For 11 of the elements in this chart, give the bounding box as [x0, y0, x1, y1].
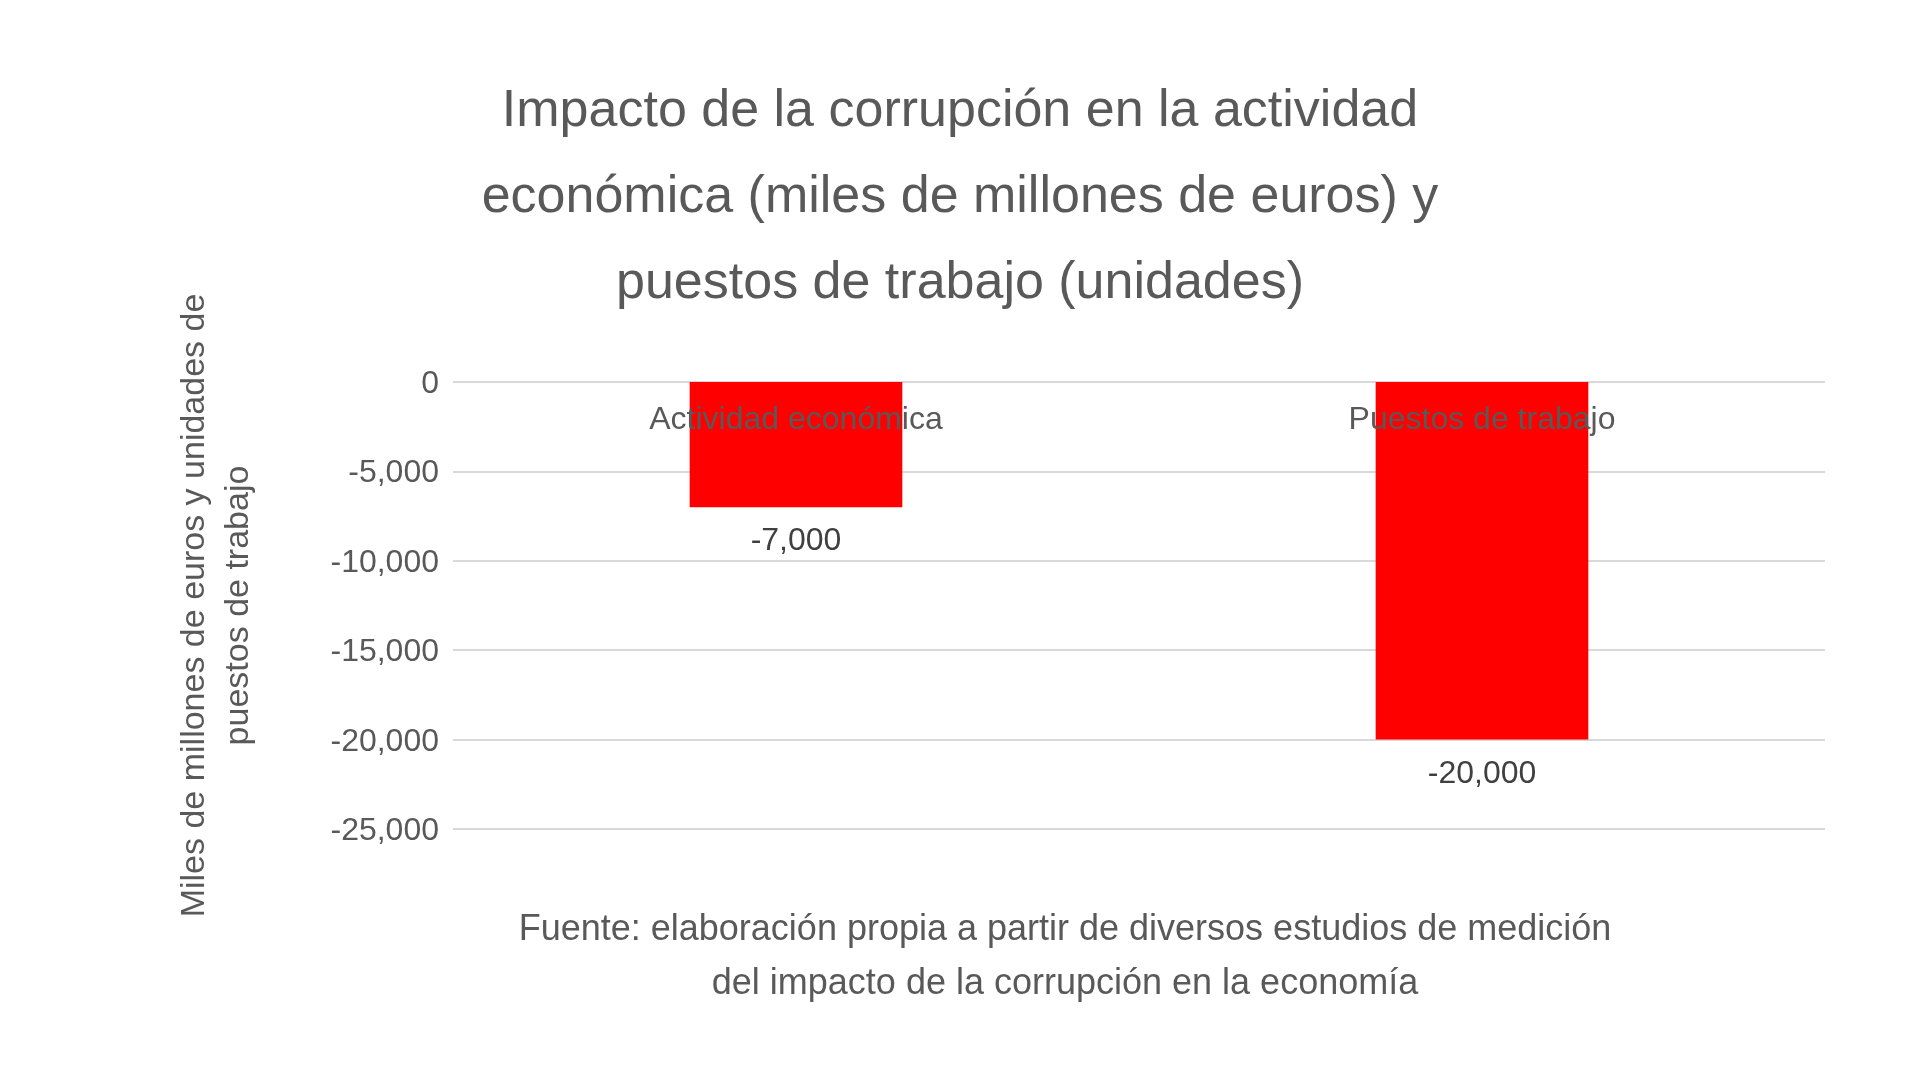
y-tick-label: -20,000 [330, 721, 439, 758]
y-axis-title: Miles de millones de euros y unidades de puestos de trabajo [173, 293, 255, 918]
chart-title: Impacto de la corrupción en la actividad económica (miles de millones de euros) y puestos de trabajo (unidades) [481, 79, 1439, 309]
source-note: Fuente: elaboración propia a partir de diversos estudios de medición del impacto de la corrupción en la economía [518, 906, 1612, 1002]
y-tick-label: -5,000 [348, 453, 439, 490]
data-label: -20,000 [1427, 753, 1537, 790]
y-tick-label: -10,000 [330, 542, 439, 579]
y-tick-label: -25,000 [330, 811, 439, 847]
data-label: -7,000 [750, 521, 842, 558]
y-tick-label: 0 [421, 364, 439, 400]
y-tick-label: -15,000 [330, 632, 439, 669]
